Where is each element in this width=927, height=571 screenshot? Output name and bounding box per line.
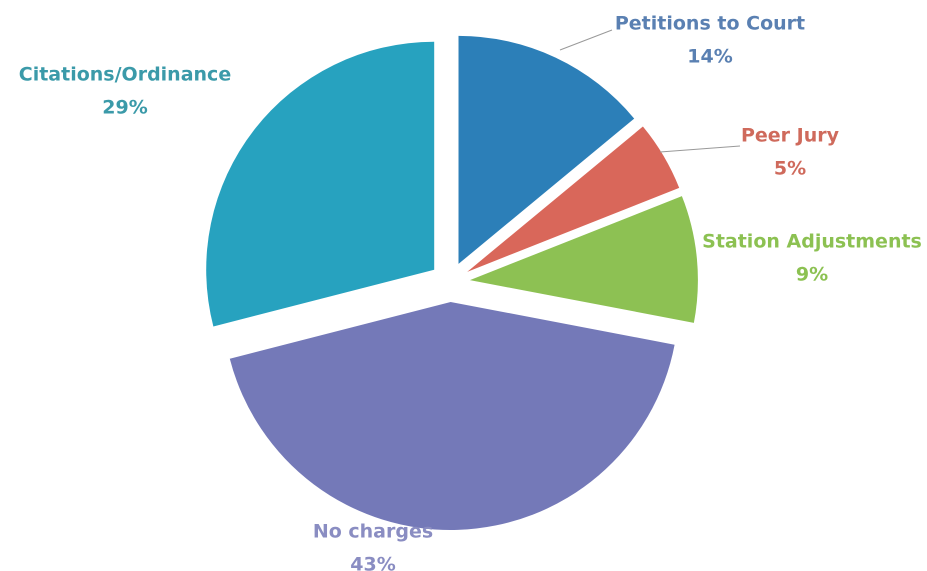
- pie-slice: [206, 41, 435, 327]
- slice-value-label: 14%: [687, 46, 732, 68]
- pie-slice: [469, 196, 698, 323]
- slice-value-label: 5%: [774, 158, 806, 180]
- slice-label: Petitions to Court: [615, 13, 805, 35]
- slice-value-label: 9%: [796, 264, 828, 286]
- slice-label: Peer Jury: [741, 125, 840, 147]
- pie-slice: [467, 126, 680, 272]
- slice-label: Station Adjustments: [702, 231, 922, 253]
- pie-slice: [458, 35, 635, 264]
- pie-slice: [229, 301, 675, 530]
- leader-line: [659, 145, 741, 153]
- slice-value-label: 29%: [102, 97, 147, 119]
- slice-label: No charges: [313, 521, 433, 543]
- slice-value-label: 43%: [350, 554, 395, 571]
- slice-label: Citations/Ordinance: [19, 64, 231, 86]
- leader-line: [559, 29, 613, 51]
